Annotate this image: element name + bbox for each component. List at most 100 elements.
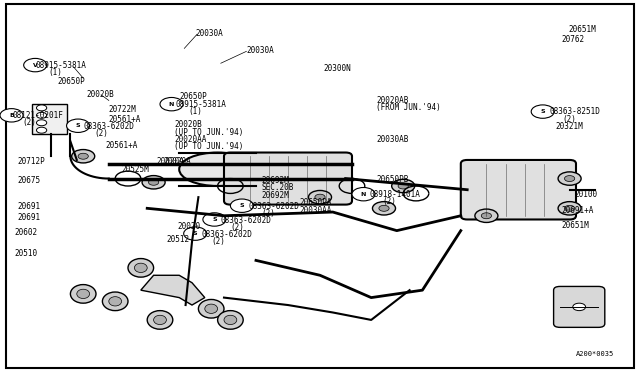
Text: 20692M: 20692M [261,191,289,200]
Text: 20020B: 20020B [174,120,202,129]
Text: 20512: 20512 [166,235,189,244]
FancyBboxPatch shape [461,160,576,219]
Text: (2): (2) [261,209,275,218]
Text: (UP TO JUN.'94): (UP TO JUN.'94) [174,142,243,151]
Ellipse shape [205,304,218,313]
Text: 08121-0201F: 08121-0201F [13,111,63,120]
Text: 20525M: 20525M [122,165,149,174]
Ellipse shape [128,259,154,277]
Circle shape [475,209,498,222]
Ellipse shape [218,311,243,329]
Bar [32,104,67,134]
Text: S: S [212,217,217,222]
Circle shape [160,97,183,111]
Circle shape [36,112,47,118]
Text: (1): (1) [189,107,203,116]
Text: 08363-8251D: 08363-8251D [549,107,600,116]
Text: 20650PA: 20650PA [300,198,332,207]
Ellipse shape [179,153,256,186]
Text: 20675: 20675 [18,176,41,185]
Text: 08363-6202D: 08363-6202D [83,122,134,131]
Text: 20692M: 20692M [261,176,289,185]
Text: (2): (2) [383,197,397,206]
Ellipse shape [154,315,166,324]
FancyBboxPatch shape [224,153,352,205]
Text: (FROM JUN.'94): (FROM JUN.'94) [376,103,441,112]
Text: 20650P: 20650P [58,77,85,86]
Text: A200*0035: A200*0035 [576,351,614,357]
Text: (UP TO JUN.'94): (UP TO JUN.'94) [174,128,243,137]
Circle shape [36,105,47,111]
Text: S: S [239,203,244,208]
Text: 08363-6202D: 08363-6202D [248,202,299,211]
Ellipse shape [77,289,90,299]
Text: S: S [76,123,81,128]
Circle shape [352,187,375,201]
Text: 20020B: 20020B [86,90,114,99]
Text: 20300N: 20300N [323,64,351,73]
Text: N: N [361,192,366,197]
Text: 20762: 20762 [562,35,585,44]
Text: 20510: 20510 [14,249,37,258]
Ellipse shape [70,285,96,303]
Text: 20030A: 20030A [246,46,274,55]
Text: S: S [540,109,545,114]
Text: 20020: 20020 [178,222,201,231]
Circle shape [315,194,325,200]
Text: 20712P: 20712P [18,157,45,166]
Circle shape [308,190,332,204]
Text: 20321M: 20321M [556,122,583,131]
Ellipse shape [147,311,173,329]
Ellipse shape [198,299,224,318]
Text: N: N [169,102,174,107]
Text: 20100: 20100 [575,190,598,199]
Text: 20650P: 20650P [179,92,207,101]
Text: 20722M: 20722M [109,105,136,114]
Text: 20691: 20691 [18,213,41,222]
Text: 20030AB: 20030AB [376,135,409,144]
Text: 20030AA: 20030AA [300,206,332,215]
Text: 20602: 20602 [14,228,37,237]
Circle shape [184,227,207,240]
Circle shape [230,199,253,212]
Text: 20020A: 20020A [163,157,191,166]
Circle shape [148,179,159,185]
Circle shape [531,105,554,118]
Text: B: B [9,113,14,118]
Text: (2): (2) [230,223,244,232]
Circle shape [67,119,90,132]
Polygon shape [141,275,205,305]
Circle shape [398,183,408,189]
Circle shape [558,172,581,185]
Ellipse shape [224,315,237,324]
Circle shape [36,120,47,126]
Circle shape [142,176,165,189]
Circle shape [564,176,575,182]
Text: 20561+A: 20561+A [109,115,141,124]
Text: 08915-5381A: 08915-5381A [35,61,86,70]
Circle shape [558,202,581,215]
Text: 08363-6202D: 08363-6202D [221,216,271,225]
Text: 20030A: 20030A [195,29,223,38]
Text: 20561+A: 20561+A [106,141,138,150]
Text: 08363-6202D: 08363-6202D [202,230,252,239]
Text: 20020A: 20020A [157,157,184,166]
Text: 08915-5381A: 08915-5381A [176,100,227,109]
Text: (2): (2) [22,118,36,127]
Text: SEC.20B: SEC.20B [261,183,294,192]
Text: 20020AA: 20020AA [174,135,207,144]
Circle shape [379,205,389,211]
Circle shape [564,205,575,211]
Circle shape [72,150,95,163]
Text: 20020AB: 20020AB [376,96,409,105]
Text: 20651M: 20651M [562,221,589,230]
Circle shape [24,58,47,72]
Circle shape [36,127,47,133]
Text: 20650PB: 20650PB [376,175,409,184]
Circle shape [78,153,88,159]
Ellipse shape [102,292,128,311]
FancyBboxPatch shape [554,286,605,327]
Text: 20691+A: 20691+A [562,206,595,215]
Ellipse shape [109,297,122,306]
Ellipse shape [134,263,147,272]
